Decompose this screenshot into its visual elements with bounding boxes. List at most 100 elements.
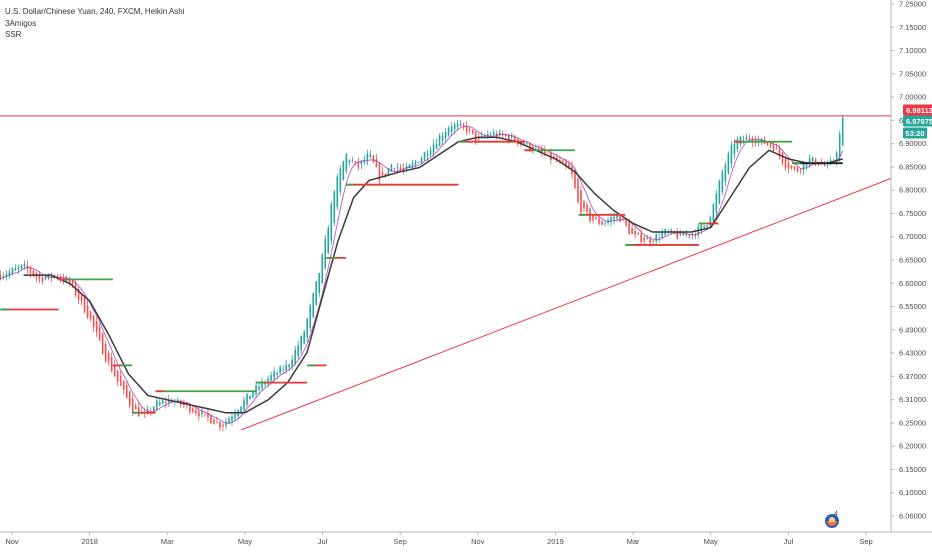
candle-body bbox=[706, 225, 709, 227]
candle-body bbox=[204, 412, 206, 414]
candle-body bbox=[523, 142, 525, 145]
candle-body bbox=[306, 318, 309, 338]
candle-body bbox=[538, 148, 540, 150]
candle-body bbox=[438, 135, 441, 147]
candle-body bbox=[107, 352, 110, 362]
candle-body bbox=[56, 275, 59, 279]
level-layer bbox=[0, 140, 843, 414]
candle-body bbox=[778, 148, 781, 157]
candle-body bbox=[201, 411, 203, 415]
y-tick-label: 6.25000 bbox=[899, 418, 926, 427]
candle-body bbox=[297, 345, 299, 357]
candle-body bbox=[709, 216, 712, 226]
candle-body bbox=[354, 161, 357, 162]
candle-body bbox=[14, 267, 17, 271]
candle-body bbox=[625, 219, 627, 226]
candle-body bbox=[745, 136, 748, 140]
x-tick-label: Sep bbox=[394, 537, 407, 546]
candle-body bbox=[781, 152, 784, 164]
candle-body bbox=[775, 147, 778, 150]
candle-body bbox=[234, 413, 236, 419]
candle-body bbox=[613, 217, 615, 220]
chart-title[interactable]: U.S. Dollar/Chinese Yuan, 240, FXCM, Hei… bbox=[5, 7, 185, 16]
candle-body bbox=[393, 168, 396, 170]
x-tick-label: Mar bbox=[627, 537, 640, 546]
candle-body bbox=[631, 227, 633, 235]
candle-body bbox=[835, 152, 838, 162]
indicator-ssr[interactable]: SSR bbox=[5, 30, 22, 39]
candle-body bbox=[98, 326, 101, 340]
candle-body bbox=[252, 391, 254, 398]
candle-body bbox=[29, 267, 32, 274]
candle-body bbox=[474, 131, 477, 142]
candle-body bbox=[95, 321, 98, 333]
candle-body bbox=[423, 152, 426, 161]
candle-body bbox=[168, 399, 170, 403]
candle-body bbox=[444, 132, 447, 139]
candle-body bbox=[459, 123, 462, 126]
candle-body bbox=[646, 238, 648, 240]
candle-body bbox=[526, 142, 528, 144]
x-tick-label: Sep bbox=[859, 537, 872, 546]
candle-body bbox=[805, 163, 808, 167]
candle-body bbox=[348, 160, 351, 163]
candle-body bbox=[152, 406, 155, 412]
candle-body bbox=[128, 391, 131, 406]
candle-body bbox=[50, 276, 53, 278]
candle-body bbox=[47, 273, 50, 279]
candle-body bbox=[685, 234, 688, 235]
y-tick-label: 6.49000 bbox=[899, 325, 926, 334]
candle-body bbox=[498, 131, 501, 136]
x-axis[interactable]: Nov 2018 Mar May Jul Sep Nov 2019 Mar May Jul Sep bbox=[5, 532, 873, 546]
candle-body bbox=[733, 143, 736, 155]
candle-body bbox=[742, 139, 745, 141]
candle-body bbox=[384, 173, 387, 176]
candle-body bbox=[513, 136, 516, 142]
candle-body bbox=[32, 270, 35, 276]
y-tick-label: 6.10000 bbox=[899, 488, 926, 497]
candle-body bbox=[321, 254, 324, 284]
candle-body bbox=[489, 134, 492, 136]
candle-body bbox=[841, 117, 844, 146]
price-tag bbox=[903, 115, 932, 127]
candle-body bbox=[369, 154, 372, 158]
candle-body bbox=[351, 160, 354, 162]
candle-body bbox=[510, 135, 513, 138]
notification-icon[interactable] bbox=[825, 514, 839, 528]
candle-body bbox=[465, 125, 468, 132]
candle-body bbox=[601, 221, 603, 225]
candle-body bbox=[59, 277, 62, 280]
candle-body bbox=[441, 135, 444, 141]
candle-body bbox=[507, 135, 510, 141]
candle-body bbox=[219, 422, 221, 428]
candle-body bbox=[303, 331, 306, 344]
candle-body bbox=[189, 404, 191, 412]
candle-body bbox=[730, 144, 733, 164]
candle-body bbox=[119, 375, 122, 386]
candle-body bbox=[652, 240, 654, 242]
candle-body bbox=[291, 359, 293, 366]
candle-body bbox=[529, 143, 531, 150]
candle-body bbox=[240, 406, 242, 414]
candle-body bbox=[619, 216, 621, 222]
candle-body bbox=[414, 161, 417, 165]
candle-layer bbox=[0, 114, 844, 432]
x-tick-label: May bbox=[704, 537, 718, 546]
candle-body bbox=[366, 153, 369, 162]
candle-body bbox=[198, 411, 200, 417]
candle-body bbox=[604, 222, 606, 224]
candle-body bbox=[318, 272, 321, 294]
candle-body bbox=[468, 128, 471, 131]
y-tick-label: 6.43000 bbox=[899, 349, 926, 358]
candle-body bbox=[616, 213, 618, 219]
candle-body bbox=[134, 405, 137, 410]
candle-body bbox=[243, 399, 245, 410]
candle-body bbox=[273, 371, 275, 378]
indicator-3amigos[interactable]: 3Amigos bbox=[5, 18, 37, 28]
candle-body bbox=[53, 274, 56, 277]
candle-body bbox=[637, 232, 639, 235]
candle-body bbox=[565, 161, 567, 167]
trend-line bbox=[240, 175, 898, 431]
